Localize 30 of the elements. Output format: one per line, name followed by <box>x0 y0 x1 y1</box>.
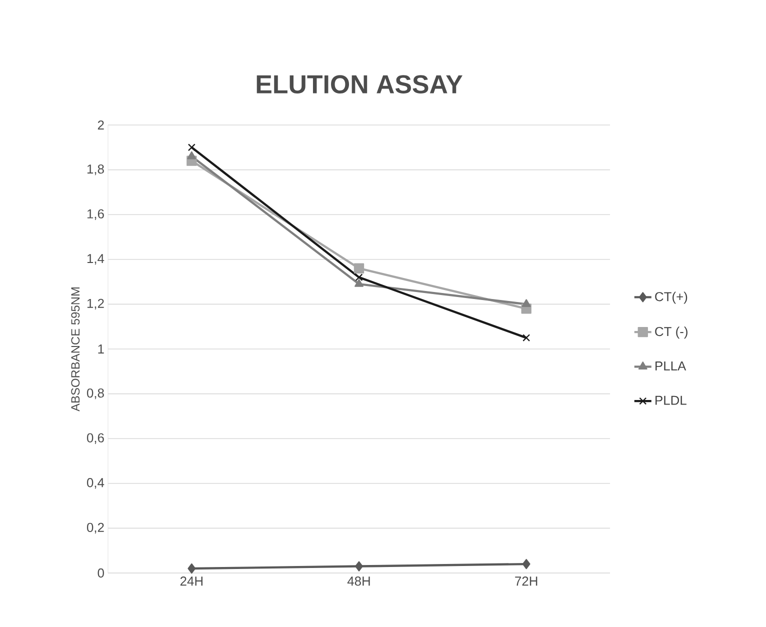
chart-title: ELUTION ASSAY <box>256 75 462 94</box>
point <box>355 561 363 572</box>
x-tick-label: 24H <box>180 576 202 586</box>
y-tick-label: 0 <box>98 568 104 578</box>
y-tick-label: 1,2 <box>87 298 104 310</box>
point <box>188 144 196 152</box>
legend-label: PLLA <box>656 361 686 370</box>
y-tick-label: 1 <box>98 344 104 354</box>
x-tick-label: 48H <box>347 576 370 586</box>
y-tick-label: 1,4 <box>87 254 104 265</box>
y-tick-label: 0,4 <box>86 478 104 489</box>
legend-label: PLDL <box>656 396 686 405</box>
point <box>188 563 196 574</box>
x-tick-label: 72H <box>515 576 538 586</box>
point <box>354 278 364 287</box>
y-tick-label: 1,6 <box>87 209 104 220</box>
y-tick-label: 0,2 <box>86 522 104 534</box>
y-tick-label: 0,8 <box>86 388 104 400</box>
point <box>354 263 364 274</box>
point <box>522 558 530 570</box>
legend-label: CT (-) <box>655 326 688 339</box>
y-tick-label: 1,8 <box>87 164 104 176</box>
point <box>522 334 530 342</box>
legend-label: CT(+) <box>655 292 688 304</box>
y-tick-label: 2 <box>98 120 104 130</box>
point <box>522 299 531 308</box>
point <box>187 151 196 160</box>
y-axis-title: ABSORBANCE 595NM <box>71 288 80 412</box>
point <box>355 274 363 282</box>
y-tick-label: 0,6 <box>86 433 104 444</box>
